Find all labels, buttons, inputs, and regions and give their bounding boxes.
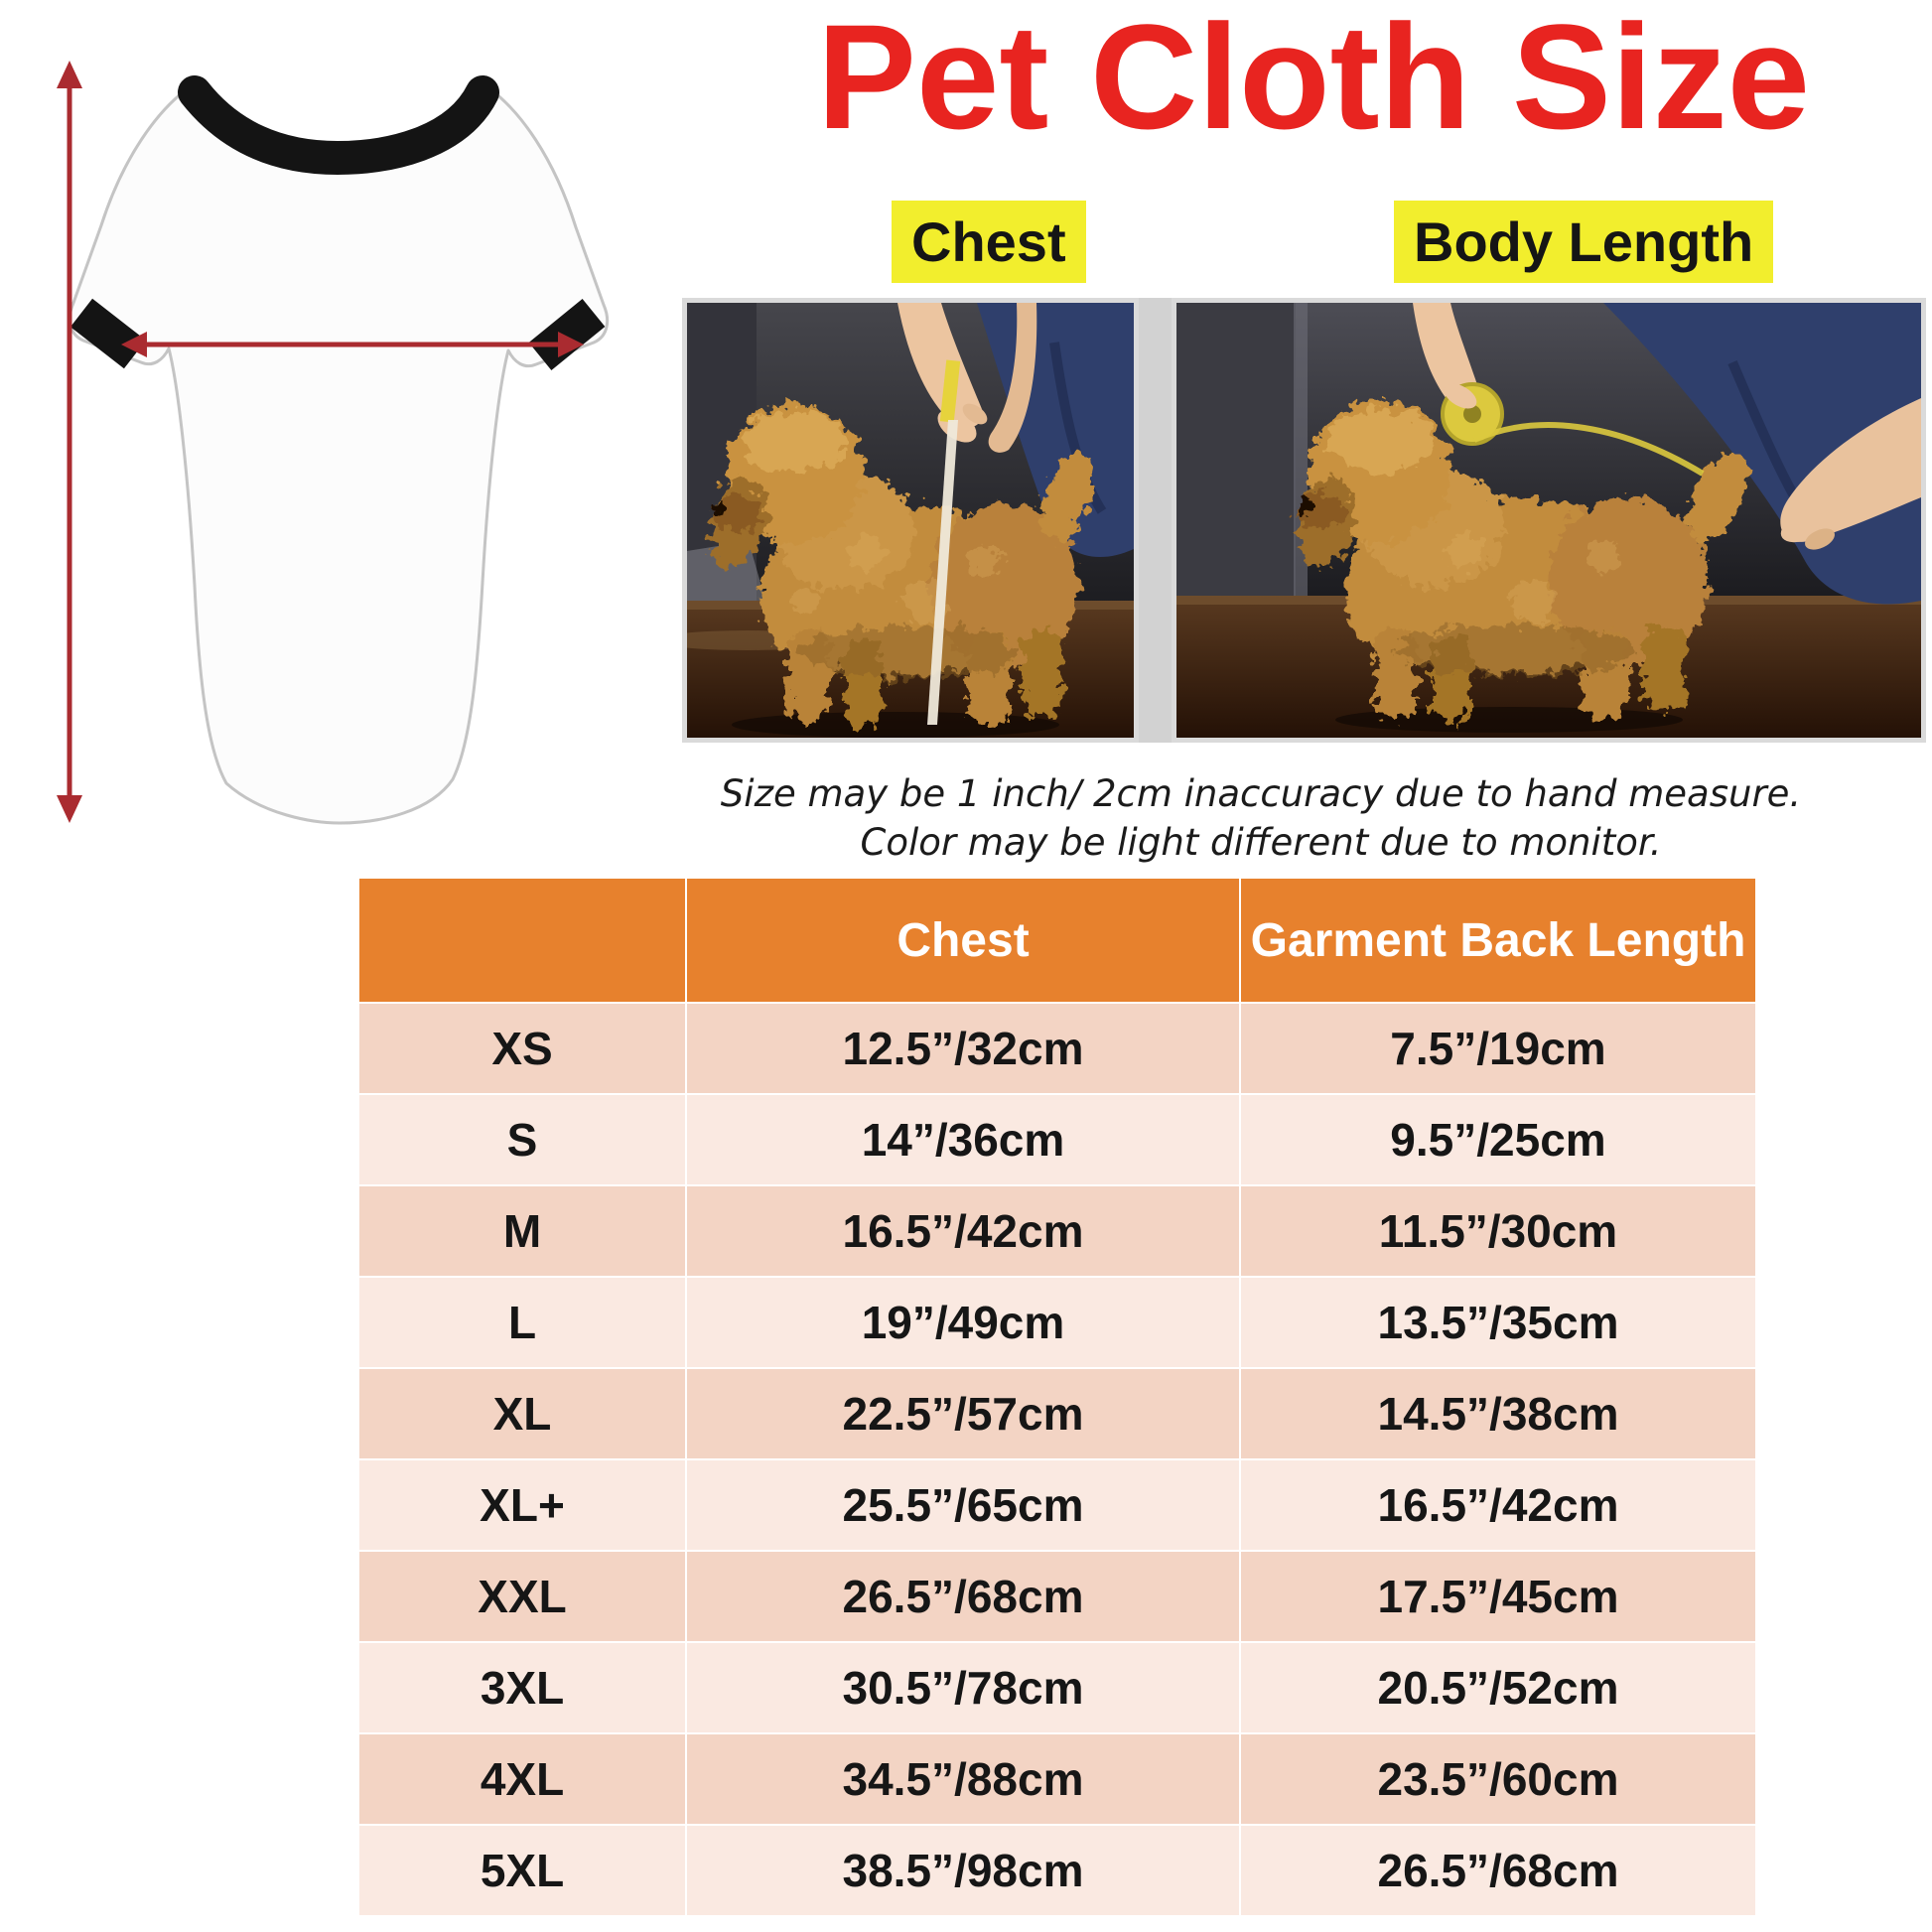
photo-chest-measure: [682, 298, 1139, 743]
size-cell: 5XL: [357, 1824, 687, 1917]
chest-label: Chest: [892, 201, 1086, 284]
measuring-tape-top: [939, 359, 961, 423]
back-length-cell: 7.5”/19cm: [1239, 1002, 1757, 1095]
size-cell: S: [357, 1093, 687, 1186]
table-header-row: Chest Garment Back Length: [357, 877, 1757, 1004]
chest-cell: 26.5”/68cm: [685, 1550, 1241, 1643]
back-length-cell: 16.5”/42cm: [1239, 1458, 1757, 1552]
size-cell: M: [357, 1184, 687, 1278]
size-cell: 4XL: [357, 1732, 687, 1826]
back-length-cell: 9.5”/25cm: [1239, 1093, 1757, 1186]
disclaimer-line-1: Size may be 1 inch/ 2cm inaccuracy due t…: [720, 772, 1802, 815]
back-length-cell: 11.5”/30cm: [1239, 1184, 1757, 1278]
chest-cell: 25.5”/65cm: [685, 1458, 1241, 1552]
size-cell: XL: [357, 1367, 687, 1460]
left-sleeve-cuff: [69, 298, 147, 369]
size-cell: XS: [357, 1002, 687, 1095]
shirt-measurement-diagram: [57, 61, 610, 825]
size-cell: L: [357, 1276, 687, 1369]
table-row: XL 22.5”/57cm 14.5”/38cm: [357, 1367, 1757, 1460]
header-empty: [357, 877, 687, 1004]
table-row: XXL 26.5”/68cm 17.5”/45cm: [357, 1550, 1757, 1643]
shirt-outline: [68, 84, 610, 825]
chest-arrow-icon: [121, 332, 584, 357]
body-length-scene: [1176, 303, 1921, 738]
photo-divider: [1139, 298, 1172, 743]
size-table: Chest Garment Back Length XS 12.5”/32cm …: [357, 877, 1757, 1917]
chest-measure-scene: [687, 303, 1134, 738]
measuring-tape-hanging: [927, 420, 958, 725]
table-row: S 14”/36cm 9.5”/25cm: [357, 1093, 1757, 1186]
back-length-cell: 20.5”/52cm: [1239, 1641, 1757, 1734]
photo-body-length-measure: [1172, 298, 1926, 743]
back-length-cell: 23.5”/60cm: [1239, 1732, 1757, 1826]
header-chest: Chest: [685, 877, 1241, 1004]
shirt-collar: [178, 75, 499, 176]
person-hands: [1413, 303, 1921, 550]
chest-cell: 16.5”/42cm: [685, 1184, 1241, 1278]
chest-cell: 19”/49cm: [685, 1276, 1241, 1369]
chest-cell: 34.5”/88cm: [685, 1732, 1241, 1826]
table-row: 5XL 38.5”/98cm 26.5”/68cm: [357, 1824, 1757, 1917]
chest-cell: 14”/36cm: [685, 1093, 1241, 1186]
back-length-cell: 17.5”/45cm: [1239, 1550, 1757, 1643]
table-row: XS 12.5”/32cm 7.5”/19cm: [357, 1002, 1757, 1095]
chest-cell: 30.5”/78cm: [685, 1641, 1241, 1734]
plush-dog: [1297, 400, 1747, 722]
right-sleeve-cuff: [528, 299, 606, 370]
table-row: 4XL 34.5”/88cm 23.5”/60cm: [357, 1732, 1757, 1826]
size-cell: XXL: [357, 1550, 687, 1643]
chest-cell: 38.5”/98cm: [685, 1824, 1241, 1917]
chest-cell: 12.5”/32cm: [685, 1002, 1241, 1095]
measuring-tape-back: [1472, 422, 1705, 477]
page-title: Pet Cloth Size: [816, 0, 1811, 160]
back-length-cell: 14.5”/38cm: [1239, 1367, 1757, 1460]
table-row: M 16.5”/42cm 11.5”/30cm: [357, 1184, 1757, 1278]
height-arrow-icon: [57, 61, 82, 823]
size-cell: 3XL: [357, 1641, 687, 1734]
plush-dog: [709, 404, 1092, 726]
table-row: 3XL 30.5”/78cm 20.5”/52cm: [357, 1641, 1757, 1734]
size-cell: XL+: [357, 1458, 687, 1552]
table-row: XL+ 25.5”/65cm 16.5”/42cm: [357, 1458, 1757, 1552]
table-row: L 19”/49cm 13.5”/35cm: [357, 1276, 1757, 1369]
disclaimer-line-2: Color may be light different due to moni…: [860, 820, 1662, 864]
chest-cell: 22.5”/57cm: [685, 1367, 1241, 1460]
back-length-cell: 13.5”/35cm: [1239, 1276, 1757, 1369]
disclaimer-text: Size may be 1 inch/ 2cm inaccuracy due t…: [640, 770, 1881, 868]
body-length-label: Body Length: [1394, 201, 1774, 284]
header-back-length: Garment Back Length: [1239, 877, 1757, 1004]
back-length-cell: 26.5”/68cm: [1239, 1824, 1757, 1917]
